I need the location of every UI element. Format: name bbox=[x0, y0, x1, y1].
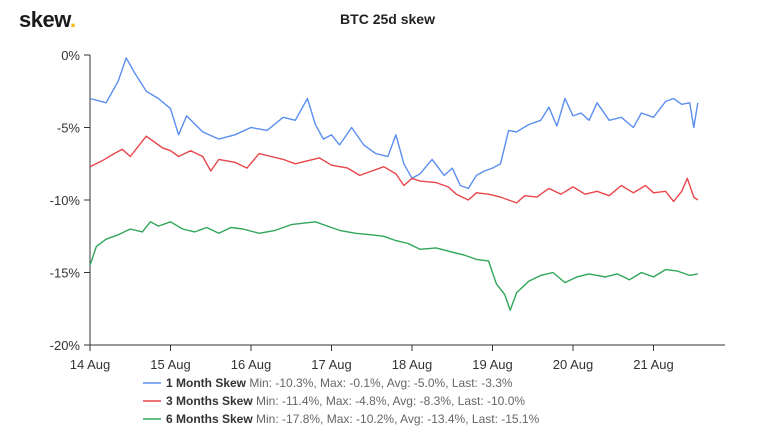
legend-entry: 1 Month Skew Min: -10.3%, Max: -0.1%, Av… bbox=[166, 376, 513, 390]
chart-axes: 0% -5% -10% -15% -20% 14 Aug 15 Aug 16 Aug 17 Au… bbox=[50, 48, 725, 372]
legend-entry: 6 Months Skew Min: -17.8%, Max: -10.2%, … bbox=[166, 412, 540, 426]
x-tick-label: 16 Aug bbox=[231, 357, 272, 372]
x-tick-label: 21 Aug bbox=[633, 357, 674, 372]
series-line-3 bbox=[89, 221, 698, 311]
series-layer bbox=[89, 57, 699, 311]
series-line-2 bbox=[89, 135, 699, 204]
x-tick-label: 15 Aug bbox=[150, 357, 191, 372]
y-tick-label: -15% bbox=[50, 266, 81, 281]
y-tick-label: -10% bbox=[50, 193, 81, 208]
legend-series-stats: Min: -11.4%, Max: -4.8%, Avg: -8.3%, Las… bbox=[253, 394, 526, 408]
chart-legend: 1 Month Skew Min: -10.3%, Max: -0.1%, Av… bbox=[143, 376, 540, 426]
legend-series-name: 3 Months Skew bbox=[166, 394, 253, 408]
skew-logo: skew. bbox=[19, 7, 76, 32]
y-tick-label: 0% bbox=[61, 48, 80, 63]
legend-series-stats: Min: -17.8%, Max: -10.2%, Avg: -13.4%, L… bbox=[253, 412, 540, 426]
legend-series-stats: Min: -10.3%, Max: -0.1%, Avg: -5.0%, Las… bbox=[246, 376, 513, 390]
x-tick-label: 18 Aug bbox=[392, 357, 433, 372]
legend-series-name: 6 Months Skew bbox=[166, 412, 253, 426]
x-tick-label: 14 Aug bbox=[70, 357, 111, 372]
series-line-1 bbox=[89, 57, 699, 190]
legend-entry: 3 Months Skew Min: -11.4%, Max: -4.8%, A… bbox=[166, 394, 525, 408]
x-tick-label: 19 Aug bbox=[472, 357, 513, 372]
y-tick-label: -20% bbox=[50, 338, 81, 353]
x-tick-label: 20 Aug bbox=[553, 357, 594, 372]
y-tick-label: -5% bbox=[57, 121, 81, 136]
chart-title: BTC 25d skew bbox=[340, 11, 435, 27]
x-tick-label: 17 Aug bbox=[311, 357, 352, 372]
legend-series-name: 1 Month Skew bbox=[166, 376, 247, 390]
